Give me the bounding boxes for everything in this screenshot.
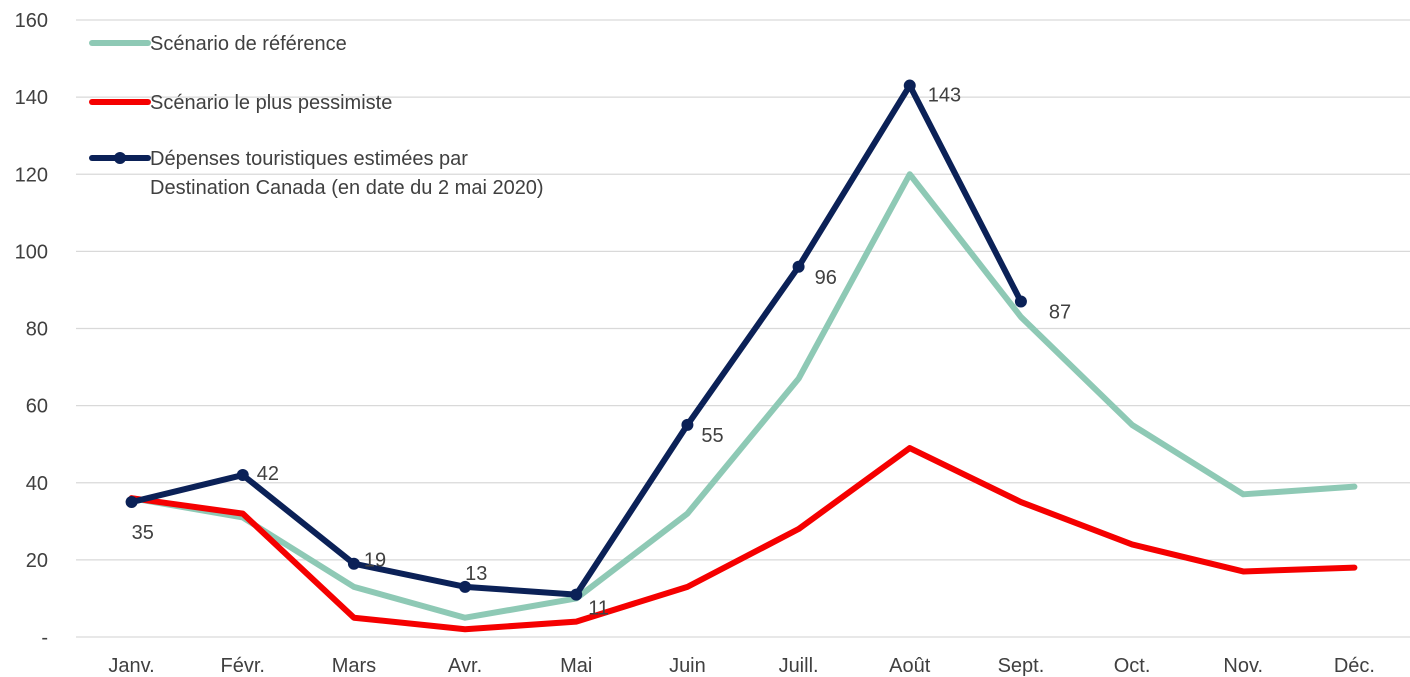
series-line-0 — [128, 171, 1358, 621]
data-label: 19 — [364, 550, 386, 572]
y-tick-label: 40 — [26, 473, 48, 495]
x-tick-label: Févr. — [221, 655, 265, 677]
data-point — [570, 588, 583, 601]
x-tick-label: Mai — [560, 655, 592, 677]
data-point — [1014, 295, 1027, 308]
x-tick-label: Juin — [669, 655, 706, 677]
series-markers — [125, 79, 1027, 601]
data-point — [125, 496, 138, 509]
data-point — [347, 557, 360, 570]
y-tick-label: 160 — [15, 10, 48, 32]
y-tick-label: 120 — [15, 164, 48, 186]
x-tick-label: Sept. — [998, 655, 1045, 677]
x-tick-label: Janv. — [108, 655, 154, 677]
x-tick-label: Déc. — [1334, 655, 1375, 677]
legend-label: Scénario de référence — [150, 33, 347, 55]
y-tick-label: - — [41, 627, 48, 649]
x-axis-tick-labels: Janv. Févr. Mars Avr. Mai Juin Juill. Août Sept.… — [108, 655, 1375, 677]
legend-marker — [114, 152, 126, 164]
data-label: 87 — [1049, 302, 1071, 324]
legend-label: Dépenses touristiques estimées par — [150, 148, 468, 170]
y-tick-label: 100 — [15, 241, 48, 263]
legend: Scénario de référence Scénario le plus pe… — [89, 33, 544, 199]
data-point — [236, 469, 249, 482]
data-label: 35 — [132, 522, 154, 544]
data-point — [792, 260, 805, 273]
legend-label: Scénario le plus pessimiste — [150, 92, 392, 114]
x-tick-label: Nov. — [1223, 655, 1263, 677]
y-tick-label: 60 — [26, 396, 48, 418]
data-point — [903, 79, 916, 92]
x-tick-label: Juill. — [779, 655, 819, 677]
gridlines — [76, 19, 1410, 638]
data-label: 96 — [815, 267, 837, 289]
y-tick-label: 20 — [26, 550, 48, 572]
x-tick-label: Oct. — [1114, 655, 1151, 677]
x-tick-label: Avr. — [448, 655, 482, 677]
y-tick-label: 80 — [26, 319, 48, 341]
data-labels: 35 42 19 13 11 55 96 143 87 — [132, 85, 1072, 620]
x-tick-label: Août — [889, 655, 931, 677]
data-label: 143 — [928, 85, 961, 107]
series-line-1 — [128, 445, 1358, 633]
data-label: 55 — [701, 425, 723, 447]
x-tick-label: Mars — [332, 655, 376, 677]
data-point — [681, 418, 694, 431]
legend-label: Destination Canada (en date du 2 mai 202… — [150, 177, 544, 199]
data-label: 13 — [465, 563, 487, 585]
y-axis-tick-labels: - 20 40 60 80 100 120 140 160 — [15, 10, 48, 649]
data-point — [459, 580, 472, 593]
data-label: 42 — [257, 463, 279, 485]
data-label: 11 — [588, 598, 609, 620]
y-tick-label: 140 — [15, 87, 48, 109]
